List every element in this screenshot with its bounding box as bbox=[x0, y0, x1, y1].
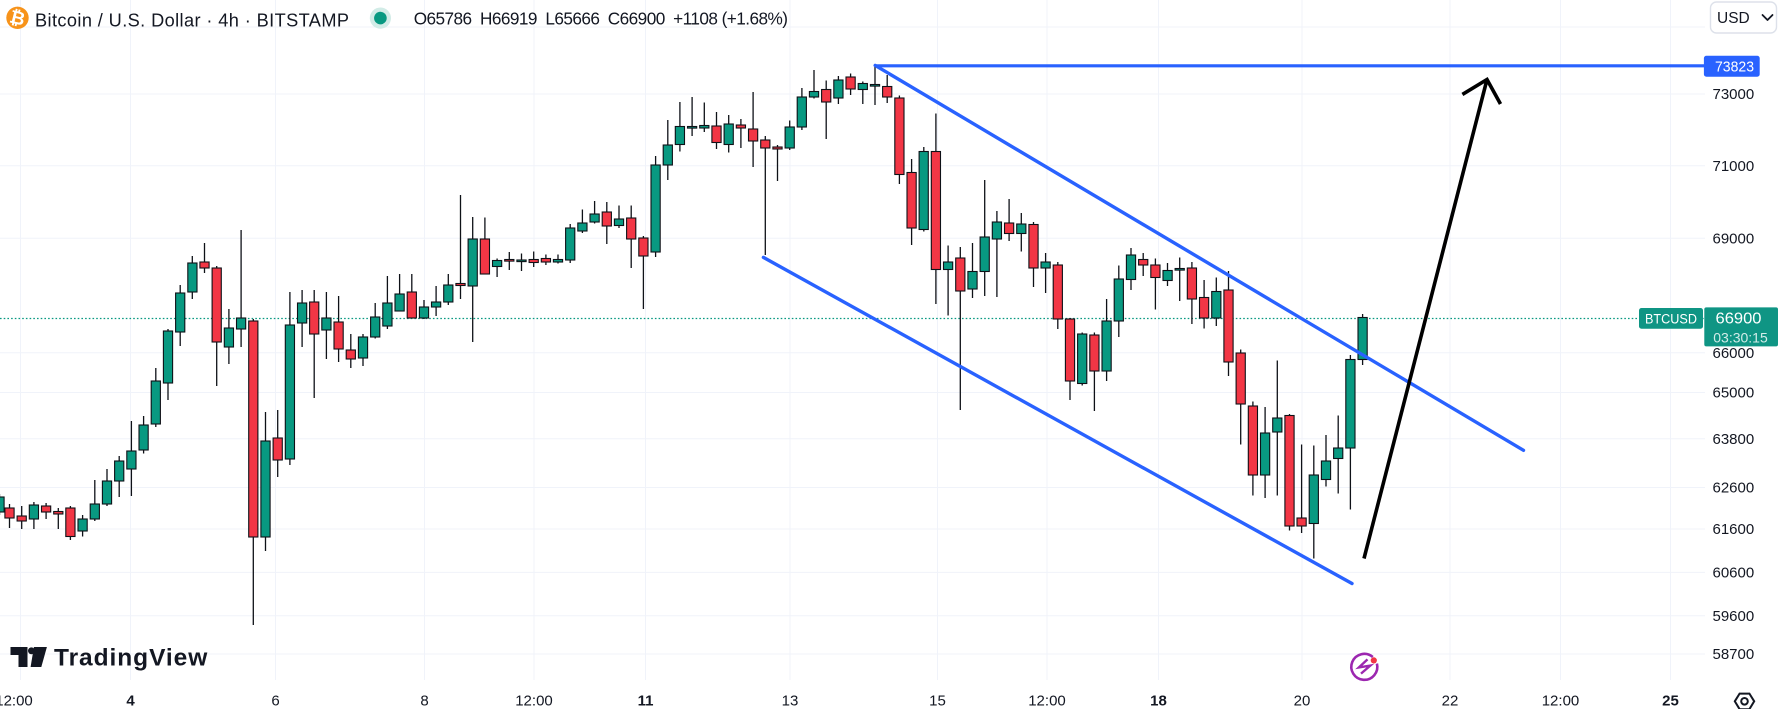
svg-text:18: 18 bbox=[1150, 693, 1167, 710]
svg-text:25: 25 bbox=[1662, 693, 1679, 710]
svg-text:12:00: 12:00 bbox=[1542, 693, 1580, 710]
svg-text:62600: 62600 bbox=[1713, 480, 1755, 497]
svg-text:65000: 65000 bbox=[1713, 385, 1755, 402]
svg-text:USD: USD bbox=[1717, 10, 1750, 27]
svg-text:69000: 69000 bbox=[1713, 231, 1755, 248]
svg-text:03:30:15: 03:30:15 bbox=[1713, 329, 1768, 345]
svg-text:60600: 60600 bbox=[1713, 565, 1755, 582]
svg-text:58700: 58700 bbox=[1713, 646, 1755, 663]
svg-text:₿: ₿ bbox=[8, 6, 28, 30]
svg-text:71000: 71000 bbox=[1713, 158, 1755, 175]
svg-text:22: 22 bbox=[1442, 693, 1459, 710]
svg-text:20: 20 bbox=[1294, 693, 1311, 710]
svg-text:63800: 63800 bbox=[1713, 431, 1755, 448]
svg-text:73000: 73000 bbox=[1713, 86, 1755, 103]
svg-text:59600: 59600 bbox=[1713, 608, 1755, 625]
svg-text:4: 4 bbox=[126, 693, 135, 710]
svg-text:Bitcoin / U.S. Dollar · 4h · B: Bitcoin / U.S. Dollar · 4h · BITSTAMP bbox=[35, 10, 349, 30]
svg-text:66900: 66900 bbox=[1716, 310, 1762, 327]
svg-text:O65786 H66919 L65666 C66900: O65786 H66919 L65666 C66900 +1108 (+1.68… bbox=[414, 8, 788, 28]
svg-text:12:00: 12:00 bbox=[515, 693, 553, 710]
svg-text:73823: 73823 bbox=[1715, 59, 1754, 75]
svg-text:12:00: 12:00 bbox=[0, 693, 33, 710]
svg-text:8: 8 bbox=[420, 693, 428, 710]
svg-text:13: 13 bbox=[782, 693, 799, 710]
svg-text:66000: 66000 bbox=[1713, 345, 1755, 362]
svg-text:61600: 61600 bbox=[1713, 521, 1755, 538]
svg-text:15: 15 bbox=[929, 693, 946, 710]
svg-text:6: 6 bbox=[271, 693, 279, 710]
svg-text:TradingView: TradingView bbox=[54, 645, 208, 672]
svg-text:BTCUSD: BTCUSD bbox=[1645, 311, 1697, 326]
svg-text:11: 11 bbox=[638, 693, 654, 710]
svg-text:12:00: 12:00 bbox=[1028, 693, 1066, 710]
